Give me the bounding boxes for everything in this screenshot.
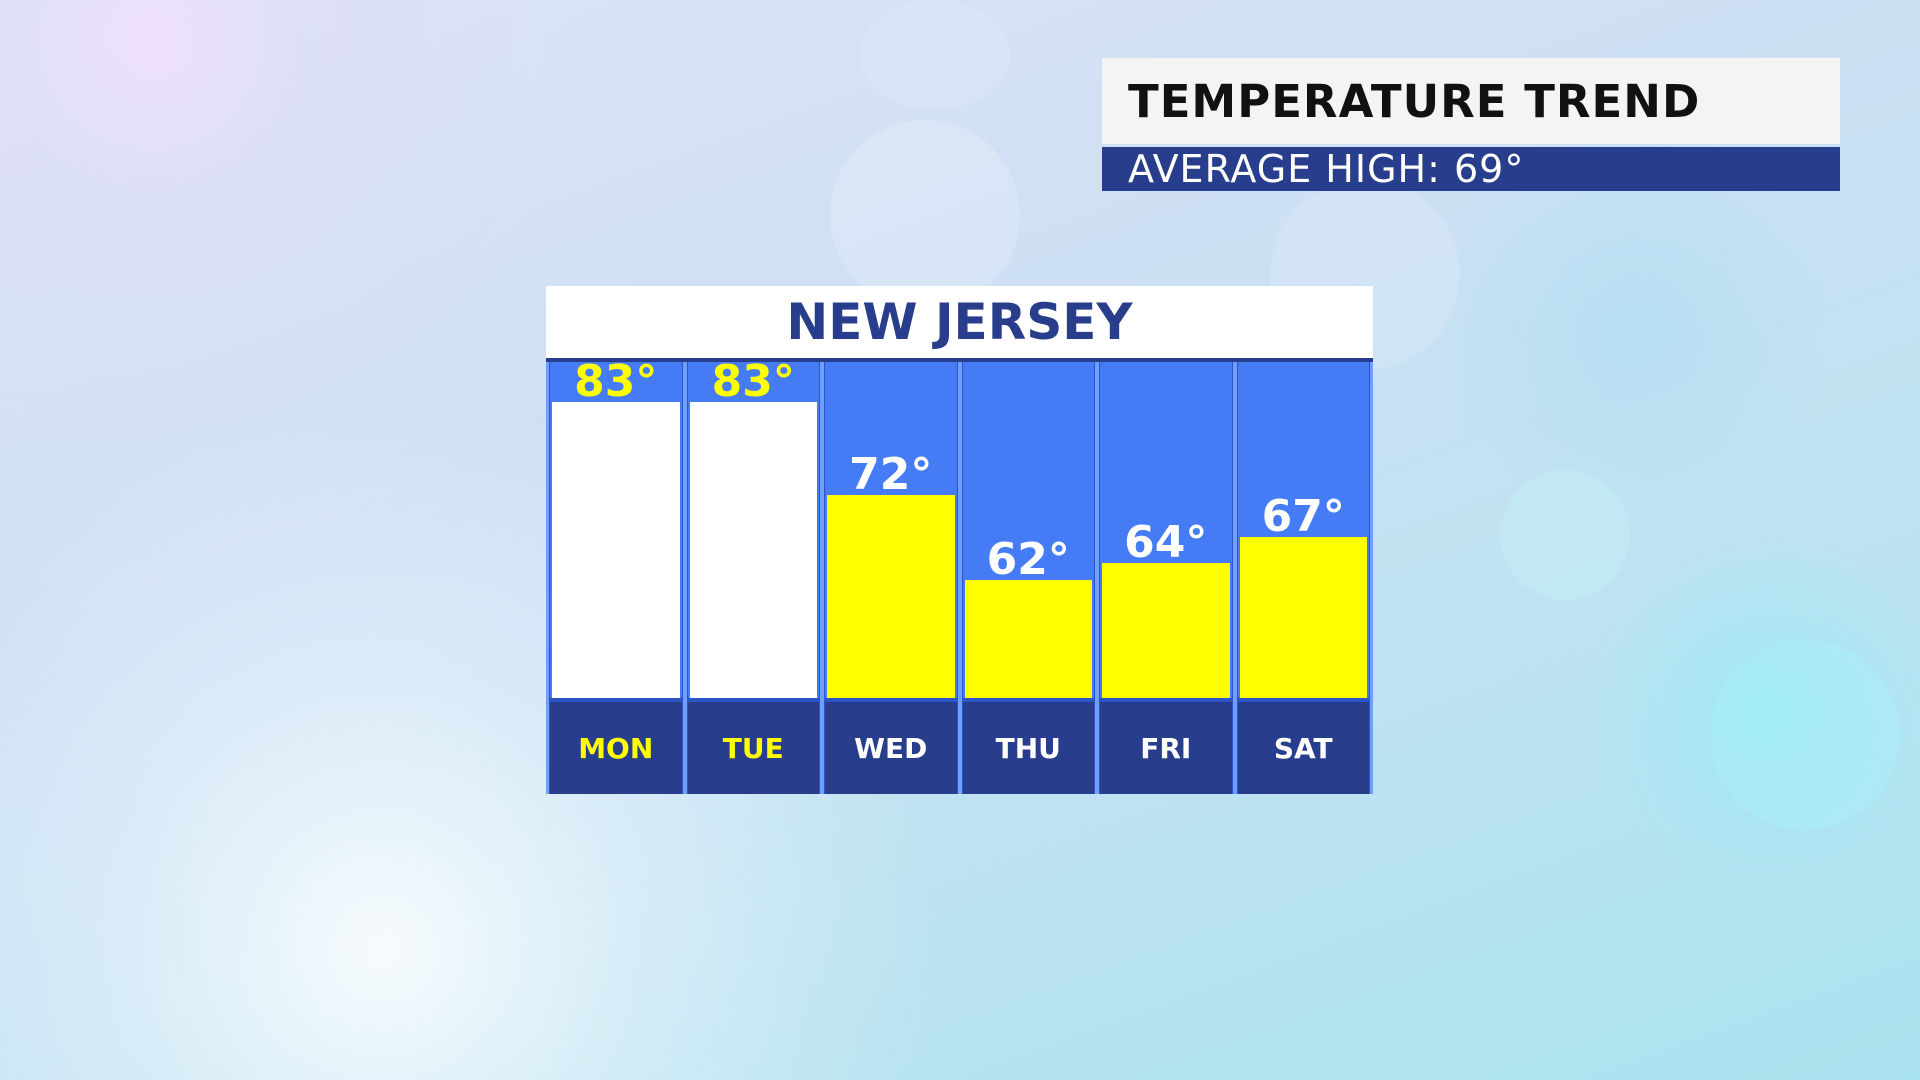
- temperature-value-label: 72°: [849, 448, 933, 500]
- day-cell: WED: [825, 698, 957, 794]
- day-label: TUE: [722, 731, 784, 765]
- temperature-trend-header: TEMPERATURE TREND AVERAGE HIGH: 69°: [1102, 58, 1840, 191]
- chart-column: 64° FRI: [1099, 362, 1233, 794]
- chart-column: 62° THU: [961, 362, 1095, 794]
- chart-columns: 83° MON 83° TUE 72° WED 62° THU 64° FRI 67° SAT: [546, 355, 1373, 794]
- temperature-bar: [964, 579, 1092, 698]
- trend-title-bar: TEMPERATURE TREND: [1102, 58, 1840, 144]
- temperature-bar: [1102, 562, 1230, 698]
- chart-column: 67° SAT: [1236, 362, 1370, 794]
- day-cell: FRI: [1100, 698, 1232, 794]
- trend-title: TEMPERATURE TREND: [1128, 74, 1701, 128]
- temperature-bar: [552, 401, 680, 698]
- bokeh-light: [830, 120, 1020, 310]
- temperature-bar: [689, 401, 817, 698]
- chart-title-bar: NEW JERSEY: [546, 286, 1373, 362]
- chart-column: 83° MON: [549, 355, 683, 794]
- chart-column: 83° TUE: [686, 355, 820, 794]
- temperature-value-label: 67°: [1261, 491, 1345, 543]
- day-label: WED: [854, 731, 928, 765]
- day-label: THU: [995, 731, 1061, 765]
- average-high-label: AVERAGE HIGH: 69°: [1128, 147, 1525, 191]
- temperature-value-label: 62°: [986, 533, 1070, 585]
- day-cell: SAT: [1237, 698, 1369, 794]
- chart-column: 72° WED: [824, 362, 958, 794]
- temperature-bar: [827, 494, 955, 698]
- temperature-bar: [1239, 537, 1367, 698]
- day-label: SAT: [1273, 731, 1333, 765]
- temperature-value-label: 83°: [711, 355, 795, 407]
- bokeh-light: [1710, 640, 1900, 830]
- temperature-value-label: 83°: [574, 355, 658, 407]
- day-label: MON: [578, 731, 654, 765]
- day-label: FRI: [1140, 731, 1192, 765]
- day-cell: THU: [962, 698, 1094, 794]
- day-cell: MON: [550, 698, 682, 794]
- average-high-bar: AVERAGE HIGH: 69°: [1102, 147, 1840, 191]
- temperature-value-label: 64°: [1124, 516, 1208, 568]
- temperature-chart-panel: NEW JERSEY 83° MON 83° TUE 72° WED 62° THU 64° FR…: [546, 286, 1373, 794]
- day-cell: TUE: [687, 698, 819, 794]
- bokeh-light: [860, 0, 1010, 110]
- chart-title: NEW JERSEY: [786, 293, 1133, 351]
- bokeh-light: [1500, 470, 1630, 600]
